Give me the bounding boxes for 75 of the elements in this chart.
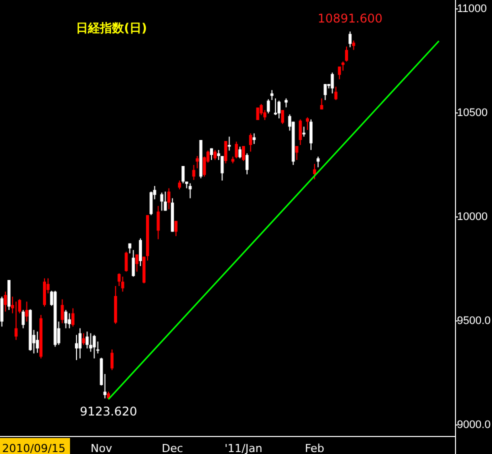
candlestick xyxy=(316,156,320,168)
candlestick xyxy=(14,301,18,340)
candlestick xyxy=(252,132,256,144)
candlestick xyxy=(298,118,302,146)
candlestick xyxy=(36,331,39,354)
annotation: 9123.620 xyxy=(80,404,138,418)
candlestick xyxy=(330,72,334,94)
candlestick xyxy=(295,146,298,160)
candlestick xyxy=(121,276,124,292)
candlestick xyxy=(138,238,142,267)
candlestick xyxy=(124,251,128,272)
x-tick-label: 2010/09/15 xyxy=(2,442,66,454)
candlestick xyxy=(132,250,135,278)
candlestick xyxy=(82,332,86,346)
candlestick xyxy=(188,182,192,199)
candlestick xyxy=(302,126,306,138)
candlestick xyxy=(86,331,89,349)
candlestick xyxy=(4,291,7,312)
candlestick xyxy=(224,140,228,164)
candlestick xyxy=(78,328,82,359)
candlestick xyxy=(281,110,284,124)
candlestick xyxy=(341,61,344,72)
candlestick xyxy=(324,84,327,101)
candlestick xyxy=(160,192,164,212)
candlestick xyxy=(182,165,185,184)
x-tick-label: Feb xyxy=(304,442,324,454)
candlestick xyxy=(89,332,92,352)
candlestick xyxy=(270,90,274,101)
candlestick xyxy=(334,86,338,101)
candlestick xyxy=(214,149,217,160)
candlestick xyxy=(306,116,309,131)
candlestick xyxy=(313,163,316,180)
candlestick xyxy=(266,98,270,114)
candlestick xyxy=(228,136,231,152)
annotation: 10891.600 xyxy=(318,11,383,26)
y-tick-label: 11000 xyxy=(457,2,487,15)
y-tick-label: 10500 xyxy=(457,106,488,119)
candlestick xyxy=(71,308,74,328)
candlestick xyxy=(174,220,178,237)
candlestick xyxy=(22,309,25,329)
candlestick xyxy=(348,30,352,48)
candlestick xyxy=(74,334,78,361)
candlestick xyxy=(42,278,46,308)
candlestick xyxy=(164,191,167,212)
x-tick-label: Dec xyxy=(162,442,184,454)
candlestick xyxy=(64,309,68,329)
candlestick xyxy=(167,188,170,210)
x-tick-label: '11/Jan xyxy=(224,442,262,454)
candlestick xyxy=(110,348,114,371)
candlestick xyxy=(238,146,242,159)
candlestick xyxy=(92,334,96,359)
candlestick xyxy=(25,301,28,322)
candlestick xyxy=(156,205,160,240)
candlestick xyxy=(242,146,245,162)
candlestick xyxy=(0,296,4,328)
x-tick-label: Nov xyxy=(90,442,113,454)
candlestick xyxy=(345,46,348,62)
candlestick xyxy=(196,156,199,169)
candlestick xyxy=(352,40,356,50)
candlestick xyxy=(249,132,252,152)
y-tick-label: 9500.0 xyxy=(457,314,491,327)
y-tick-label: 9000.0 xyxy=(457,418,491,431)
candlestick xyxy=(260,104,263,116)
candlestick xyxy=(192,164,196,180)
candlestick xyxy=(274,98,277,116)
candlestick xyxy=(135,254,138,272)
candlestick xyxy=(68,312,71,329)
y-tick-label: 10000 xyxy=(457,210,488,223)
candlestick xyxy=(320,98,324,110)
candlestick xyxy=(60,298,64,324)
candlestick xyxy=(309,118,313,150)
candlestick xyxy=(256,107,260,121)
candlestick xyxy=(246,152,249,175)
candlestick xyxy=(278,100,281,119)
text: 日経指数(日) xyxy=(76,21,147,35)
